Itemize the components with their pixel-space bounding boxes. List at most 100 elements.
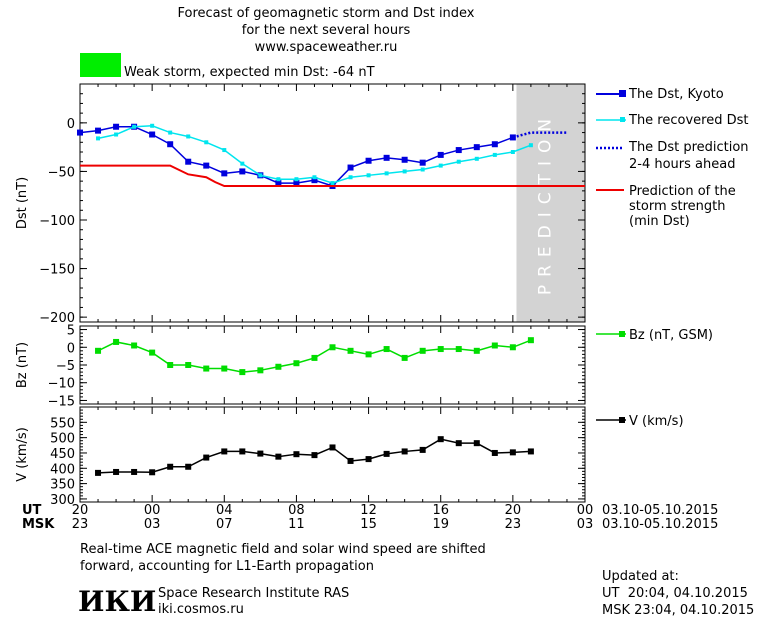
- data-point: [402, 169, 407, 174]
- institute-site: iki.cosmos.ru: [158, 602, 244, 617]
- data-point: [383, 450, 390, 457]
- panel-frame: [79, 325, 586, 405]
- data-point: [221, 365, 228, 372]
- data-point: [168, 130, 173, 135]
- data-point: [131, 342, 138, 349]
- data-point: [491, 449, 498, 456]
- msk-tick-label: 03: [577, 517, 594, 532]
- y-tick-label: −15: [48, 394, 75, 409]
- data-point: [510, 150, 515, 154]
- data-point: [455, 346, 462, 353]
- data-point: [257, 367, 264, 374]
- data-point: [275, 180, 282, 187]
- data-point: [437, 151, 444, 158]
- data-point: [312, 175, 317, 180]
- data-point: [347, 457, 354, 464]
- title-line-1: Forecast of geomagnetic storm and Dst in…: [177, 6, 474, 21]
- ut-tick-label: 08: [288, 503, 305, 518]
- ut-tick-label: 12: [360, 503, 377, 518]
- data-point: [294, 177, 299, 182]
- data-point: [293, 360, 300, 367]
- data-point: [203, 162, 210, 169]
- data-point: [401, 156, 408, 163]
- updated-ut: UT 20:04, 04.10.2015: [602, 586, 748, 601]
- note-line-2: forward, accounting for L1-Earth propaga…: [80, 559, 374, 574]
- data-point: [149, 349, 156, 356]
- data-point: [185, 463, 192, 470]
- data-point: [293, 180, 300, 187]
- data-point: [222, 148, 227, 153]
- note-line-1: Real-time ACE magnetic field and solar w…: [80, 542, 486, 557]
- ut-tick-label: 00: [577, 503, 594, 518]
- data-point: [509, 449, 516, 456]
- data-point: [419, 347, 426, 354]
- ut-tick-label: 20: [72, 503, 89, 518]
- data-point: [509, 344, 516, 351]
- data-point: [221, 448, 228, 455]
- data-point: [131, 468, 138, 475]
- ut-axis-label: UT: [22, 503, 42, 518]
- data-point: [348, 175, 353, 180]
- data-point: [383, 154, 390, 161]
- legend-dst-recovered: The recovered Dst: [596, 113, 748, 128]
- data-point: [366, 173, 371, 178]
- data-point: [95, 347, 102, 354]
- data-point: [113, 468, 120, 475]
- iki-logo: ИКИ: [78, 585, 156, 618]
- bz-panel: 5 0 −5 −10 −15 Bz (nT): [15, 324, 586, 409]
- title-line-2: for the next several hours: [242, 23, 411, 38]
- y-tick-label: 400: [50, 462, 75, 477]
- data-point: [204, 140, 209, 145]
- data-point: [527, 448, 534, 455]
- svg-text:The recovered Dst: The recovered Dst: [628, 113, 748, 128]
- data-point: [311, 452, 318, 459]
- data-point: [95, 127, 102, 134]
- msk-date-range: 03.10-05.10.2015: [602, 517, 718, 532]
- data-point: [419, 446, 426, 453]
- y-tick-label: 550: [50, 416, 75, 431]
- data-point: [239, 168, 246, 175]
- y-tick-label: −150: [39, 263, 75, 278]
- msk-tick-label: 07: [216, 517, 233, 532]
- data-point: [185, 362, 192, 368]
- data-point: [149, 131, 156, 138]
- data-point: [492, 152, 497, 157]
- data-point: [330, 181, 335, 186]
- data-point: [384, 171, 389, 176]
- data-point: [365, 157, 372, 164]
- legend-speed: V (km/s): [596, 414, 684, 429]
- data-point: [491, 141, 498, 148]
- data-point: [365, 456, 372, 463]
- data-point: [383, 346, 390, 353]
- data-point: [473, 440, 480, 447]
- y-tick-label: 0: [67, 117, 75, 132]
- svg-text:storm strength: storm strength: [629, 199, 726, 214]
- series-line-dst-1: [97, 125, 532, 184]
- data-point: [474, 156, 479, 161]
- storm-status-text: Weak storm, expected min Dst: -64 nT: [124, 65, 375, 80]
- prediction-label: PREDICTION: [536, 111, 556, 295]
- msk-tick-label: 03: [144, 517, 161, 532]
- msk-tick-label: 11: [288, 517, 305, 532]
- legend-dst-prediction: The Dst prediction 2-4 hours ahead: [596, 140, 749, 172]
- data-point: [401, 448, 408, 455]
- y-axis-label: Dst (nT): [15, 177, 30, 229]
- data-point: [240, 161, 245, 166]
- msk-tick-label: 15: [360, 517, 377, 532]
- data-point: [150, 123, 155, 128]
- data-point: [132, 124, 137, 129]
- data-point: [203, 454, 210, 461]
- data-point: [438, 163, 443, 168]
- svg-text:The Dst prediction: The Dst prediction: [628, 140, 749, 155]
- y-tick-label: 350: [50, 478, 75, 493]
- data-point: [347, 347, 354, 354]
- data-point: [239, 369, 246, 376]
- data-point: [455, 440, 462, 447]
- data-point: [257, 450, 264, 457]
- prediction-region: [516, 84, 585, 322]
- data-point: [113, 338, 120, 345]
- data-point: [167, 463, 174, 470]
- institute-name: Space Research Institute RAS: [158, 586, 349, 601]
- panel-frame: [79, 406, 586, 503]
- data-point: [456, 159, 461, 164]
